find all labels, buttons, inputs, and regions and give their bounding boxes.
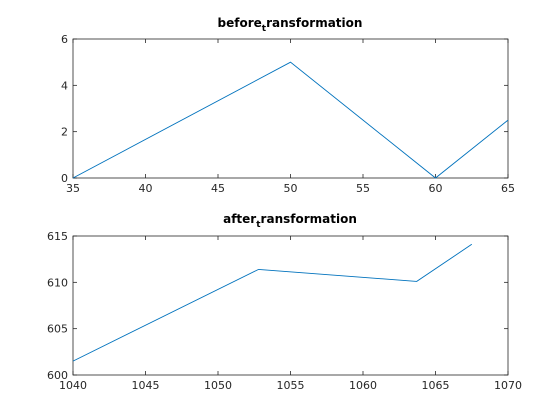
y-tick-label: 6: [61, 33, 68, 46]
x-tick-label: 35: [66, 182, 80, 195]
x-tick-label: 1060: [349, 379, 377, 392]
x-tick-label: 60: [429, 182, 443, 195]
axes-after-transformation: aftertransformation 1040 1045 1050 1055 1060…: [47, 212, 522, 392]
chart-title-after: aftertransformation: [223, 212, 357, 230]
x-tick-label: 55: [356, 182, 370, 195]
y-tick-label: 4: [61, 79, 68, 92]
x-tick-label: 45: [211, 182, 225, 195]
y-tick-label: 610: [47, 276, 68, 289]
x-tick-label: 40: [139, 182, 153, 195]
plot-area: [72, 235, 509, 376]
chart-title-before: beforetransformation: [218, 16, 363, 34]
x-tick-label: 1045: [132, 379, 160, 392]
y-tick-label: 2: [61, 126, 68, 139]
y-tick-label: 0: [61, 172, 68, 185]
x-tick-label: 1065: [422, 379, 450, 392]
y-tick-label: 615: [47, 230, 68, 243]
axes-before-transformation: beforetransformation 35 40 45 50 55 60 65 0 2 4 6: [61, 16, 515, 195]
x-tick-label: 50: [284, 182, 298, 195]
plot-area: [72, 38, 509, 179]
x-tick-label: 1070: [494, 379, 522, 392]
x-tick-label: 65: [501, 182, 515, 195]
series-line: [72, 243, 473, 362]
y-tick-label: 600: [47, 369, 68, 382]
x-tick-label: 1040: [59, 379, 87, 392]
y-tick-label: 605: [47, 323, 68, 336]
x-tick-label: 1055: [277, 379, 305, 392]
series-line: [72, 61, 509, 179]
x-tick-label: 1050: [204, 379, 232, 392]
